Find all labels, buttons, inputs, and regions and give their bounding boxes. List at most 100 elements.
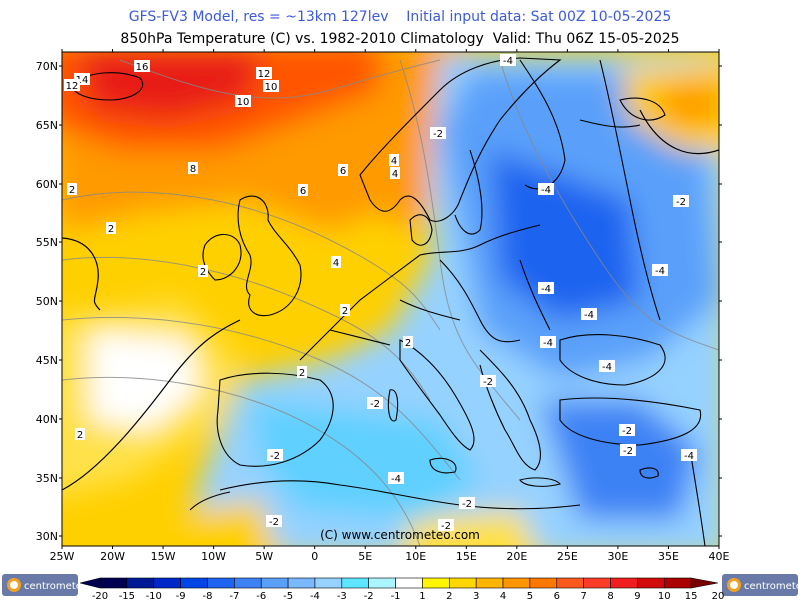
colorbar-cell [368, 577, 396, 589]
contour-label: -4 [681, 449, 697, 462]
svg-text:10: 10 [265, 82, 278, 93]
colorbar-cell [637, 577, 665, 589]
colorbar-cell [207, 577, 235, 589]
colorbar-tick: 9 [634, 591, 640, 600]
contour-label: -4 [599, 360, 615, 373]
watermark: (C) www.centrometeo.com [320, 528, 480, 542]
colorbar-cell [502, 577, 531, 589]
contour-label: -2 [267, 449, 283, 462]
contour-label: -4 [652, 264, 668, 277]
contour-label: -2 [619, 424, 635, 437]
colorbar-tick: 20 [712, 591, 725, 600]
svg-text:-4: -4 [602, 362, 612, 373]
contour-label: -2 [459, 497, 475, 510]
colorbar-tick: 6 [554, 591, 560, 600]
contour-label: 2 [403, 336, 413, 349]
lat-label: 50N [36, 295, 58, 308]
contour-label: 6 [338, 164, 348, 177]
lon-label: 15W [151, 550, 176, 563]
latitude-labels: 70N 65N 60N 55N 50N 45N 40N 35N 30N [36, 60, 58, 543]
svg-text:2: 2 [69, 185, 75, 196]
contour-label: -2 [430, 127, 446, 140]
colorbar-tick: -3 [337, 591, 347, 600]
colorbar-cell [422, 577, 450, 589]
colorbar-tick: 15 [685, 591, 698, 600]
lon-label: 25W [50, 550, 75, 563]
svg-text:2: 2 [77, 430, 83, 441]
svg-text:-2: -2 [676, 197, 686, 208]
lat-label: 45N [36, 354, 58, 367]
contour-label: 2 [106, 222, 116, 235]
contour-label: -2 [480, 375, 496, 388]
colorbar-cell [153, 577, 181, 589]
lon-label: 5E [358, 550, 372, 563]
colorbar-cell [475, 577, 504, 589]
svg-text:14: 14 [76, 75, 89, 86]
colorbar-cell [663, 577, 692, 589]
contour-label: -2 [620, 444, 636, 457]
lon-label: 40E [709, 550, 730, 563]
colorbar-cell [126, 577, 155, 589]
colorbar-tick: 3 [473, 591, 479, 600]
contour-label: 2 [75, 428, 85, 441]
colorbar-cell [260, 577, 289, 589]
svg-text:8: 8 [190, 164, 196, 175]
contour-label: 12 [256, 67, 272, 80]
contour-label: 16 [134, 60, 150, 73]
lat-label: 35N [36, 472, 58, 485]
colorbar-tick: 5 [527, 591, 533, 600]
contour-label: -4 [500, 54, 516, 67]
colorbar-tick: -15 [119, 591, 135, 600]
lat-label: 65N [36, 119, 58, 132]
svg-text:-2: -2 [269, 517, 279, 528]
longitude-labels: 25W 20W 15W 10W 5W 0 5E 10E 15E 20E 25E 30E 35E 40E [50, 550, 730, 563]
svg-text:-4: -4 [543, 338, 553, 349]
svg-text:-4: -4 [655, 266, 665, 277]
contour-label: -4 [538, 282, 554, 295]
contour-label: 8 [188, 162, 198, 175]
svg-text:-4: -4 [584, 310, 594, 321]
lat-label: 30N [36, 530, 58, 543]
lat-label: 40N [36, 413, 58, 426]
colorbar-cell [610, 577, 638, 589]
field-title: 850hPa Temperature (C) vs. 1982-2010 Cli… [120, 31, 680, 47]
colorbar-tick: -20 [92, 591, 108, 600]
colorbar-cell [234, 577, 262, 589]
lon-label: 10W [201, 550, 226, 563]
colorbar-cell [449, 577, 477, 589]
svg-text:-2: -2 [622, 426, 632, 437]
svg-text:2: 2 [108, 224, 114, 235]
colorbar-tick: 4 [500, 591, 506, 600]
colorbar-tick: -8 [202, 591, 212, 600]
svg-text:4: 4 [392, 169, 398, 180]
svg-text:-2: -2 [623, 446, 633, 457]
colorbar-cell [287, 577, 316, 589]
colorbar-tick: 8 [607, 591, 613, 600]
model-title: GFS-FV3 Model, res = ~13km 127lev Initia… [128, 9, 672, 25]
svg-text:2: 2 [299, 368, 305, 379]
colorbar-tick: -7 [229, 591, 239, 600]
contour-label: -4 [581, 308, 597, 321]
svg-text:-2: -2 [462, 499, 472, 510]
lon-label: 10E [405, 550, 426, 563]
brand-logo-right: centrometeo [722, 574, 800, 596]
contour-label: 4 [390, 167, 400, 180]
lon-label: 15E [456, 550, 477, 563]
colorbar-tick: 2 [446, 591, 452, 600]
contour-label: 4 [331, 256, 341, 269]
contour-label: 12 [64, 79, 80, 92]
contour-label: 10 [235, 95, 251, 108]
colorbar-cell [529, 577, 558, 589]
contour-label: 4 [389, 154, 399, 167]
lon-label: 0 [311, 550, 318, 563]
colorbar-tick: -9 [176, 591, 186, 600]
colorbar-cell [583, 577, 611, 589]
svg-text:6: 6 [300, 186, 306, 197]
colorbar-cell [180, 577, 208, 589]
svg-text:6: 6 [340, 166, 346, 177]
lon-label: 20W [100, 550, 125, 563]
brand-logo-left: centrometeo [2, 574, 88, 596]
coastlines [69, 57, 706, 546]
